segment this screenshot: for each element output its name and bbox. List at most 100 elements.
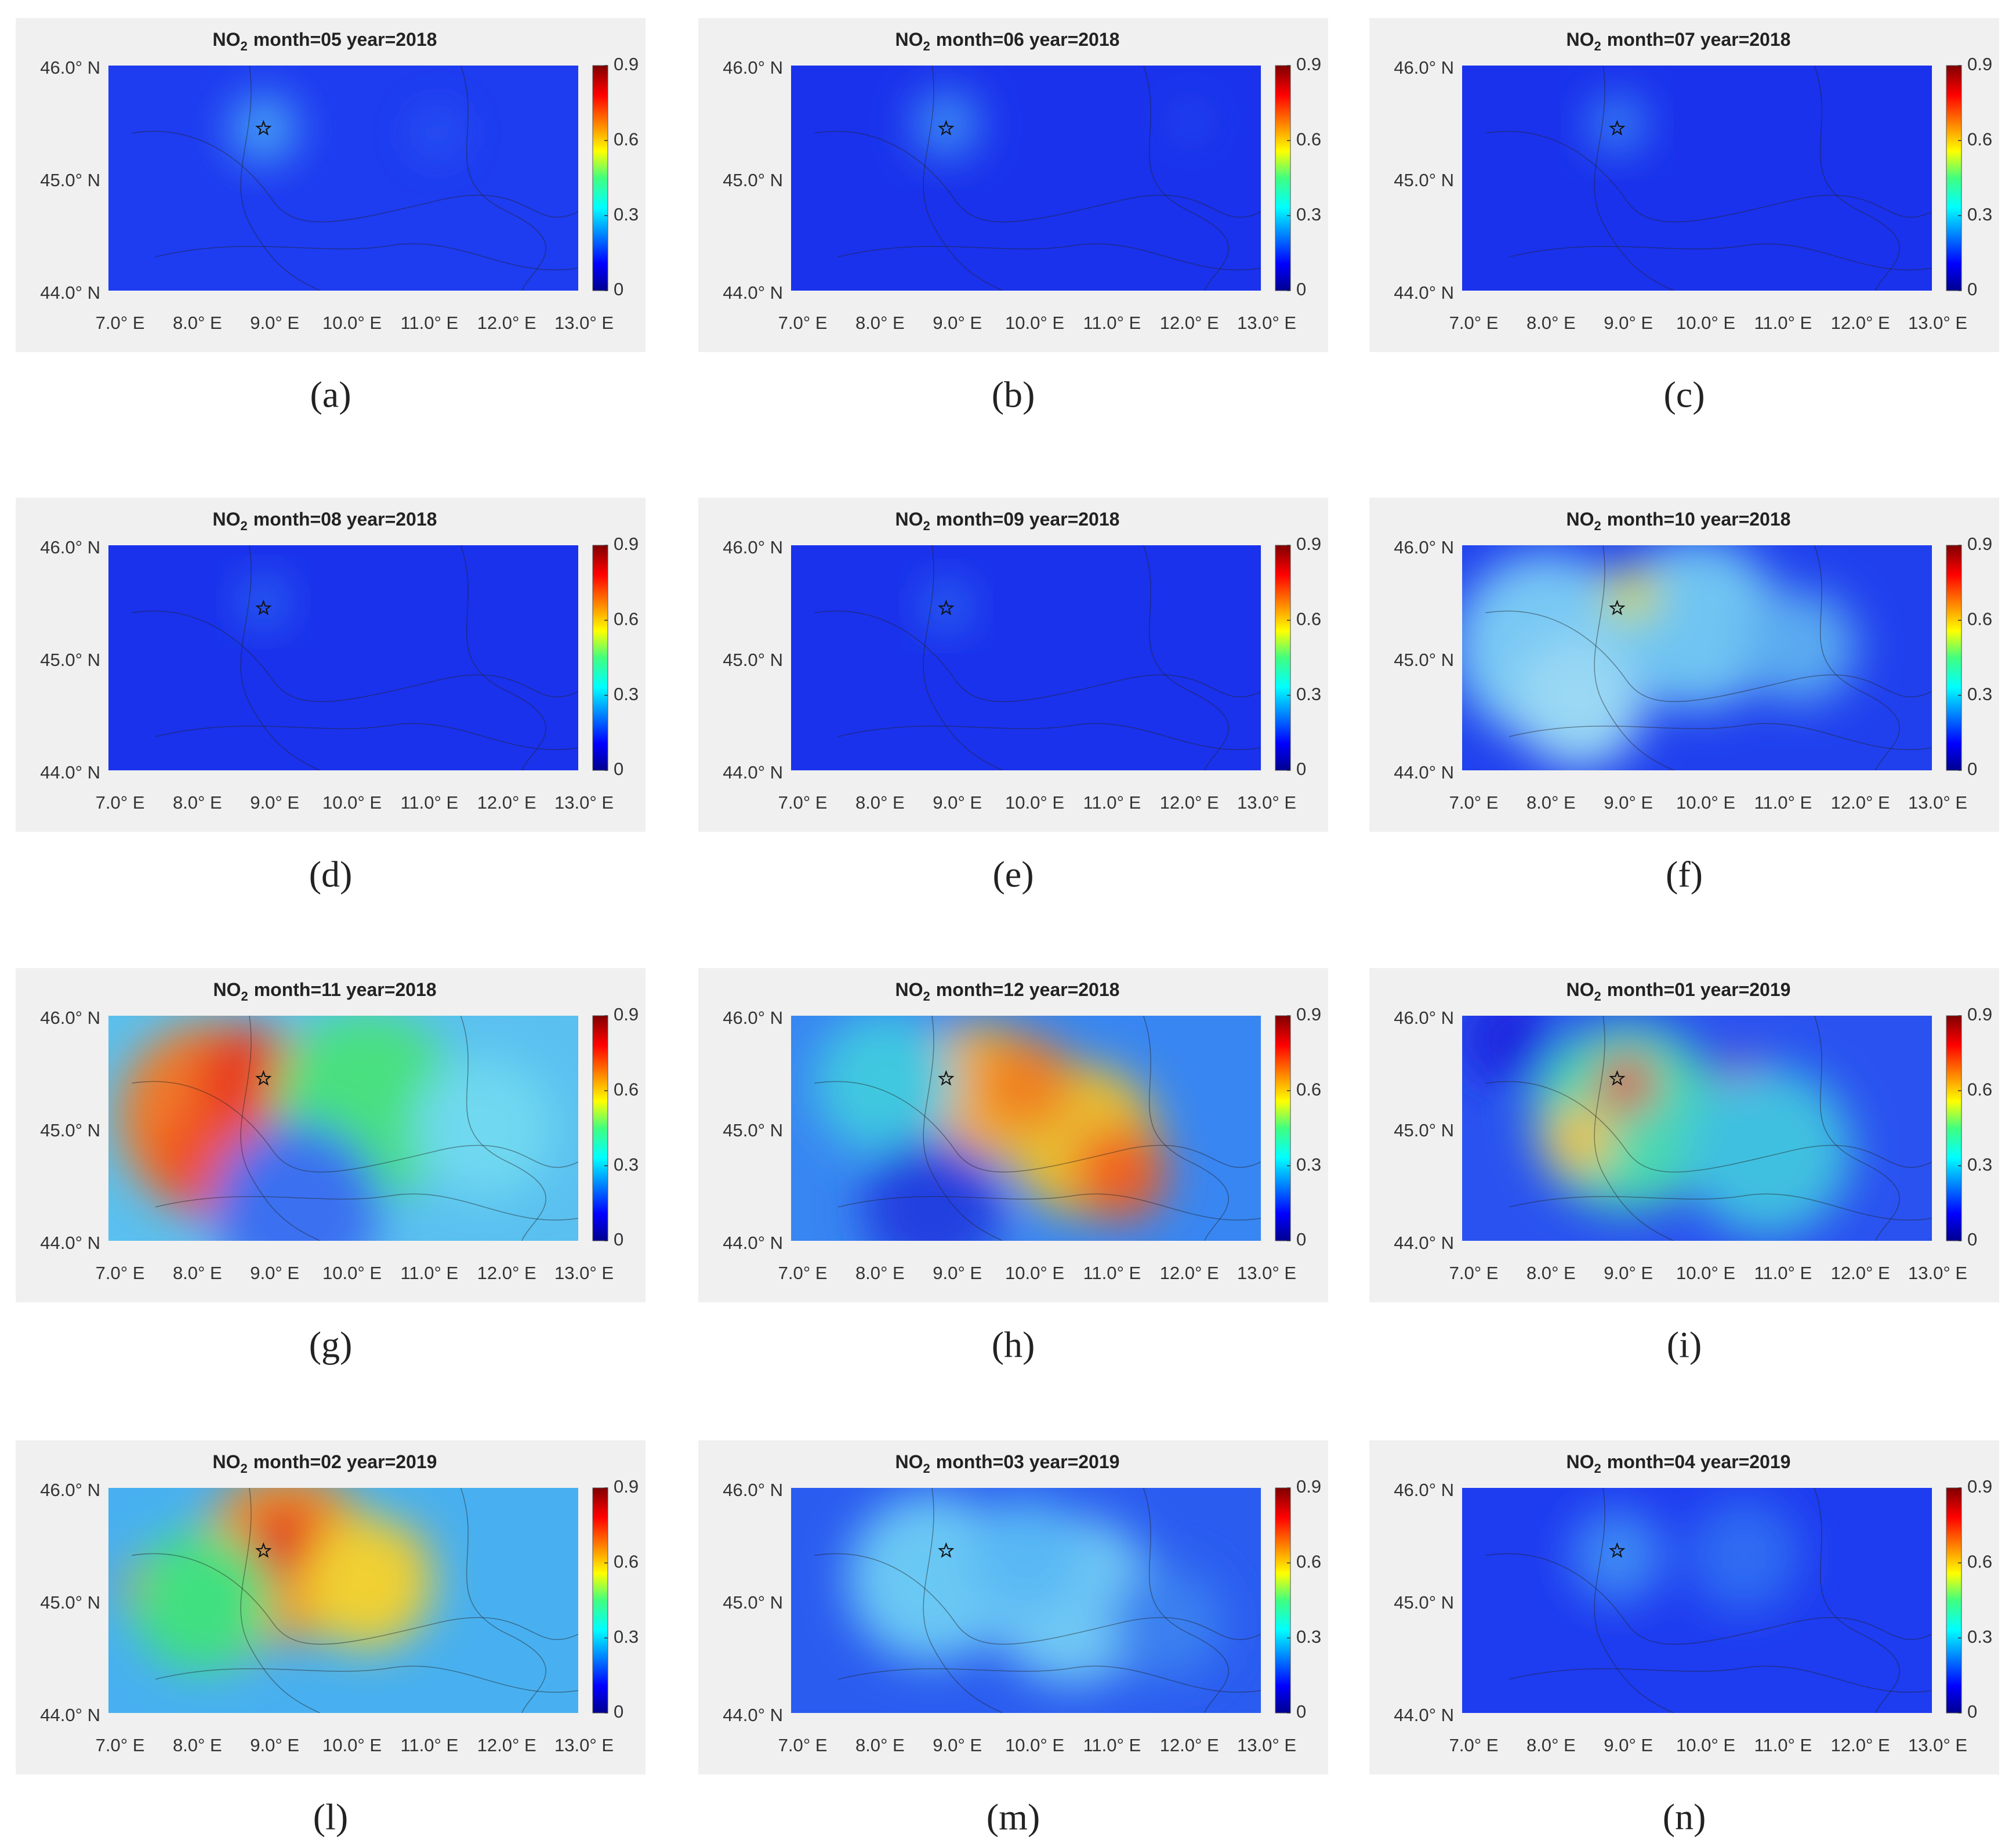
hotspots: [1462, 545, 1857, 769]
panel: NO2 month=01 year=2019 46.0° N 45.0° N 44.0°…: [1369, 968, 1999, 1365]
lat-label: 44.0° N: [1394, 762, 1454, 783]
lon-label: 7.0° E: [778, 1735, 828, 1755]
lon-label: 12.0° E: [477, 1735, 536, 1755]
lon-label: 9.0° E: [250, 1263, 299, 1283]
colorbar-tick-label: 0.6: [1296, 1552, 1321, 1572]
colorbar-tick-label: 0.6: [614, 1552, 639, 1572]
hotspot: [922, 582, 970, 630]
lon-label: 12.0° E: [1160, 1263, 1219, 1283]
map: [108, 1488, 578, 1713]
title-text: month=04 year=2019: [1607, 1451, 1791, 1472]
region-border: [1509, 243, 1932, 271]
hotspot: [1546, 1106, 1613, 1173]
region-border: [1143, 1016, 1229, 1241]
lat-label: 45.0° N: [1394, 170, 1454, 190]
lon-label: 13.0° E: [1237, 1735, 1296, 1755]
hotspot: [969, 1499, 1083, 1612]
title-subscript: 2: [1594, 989, 1601, 1004]
title-subscript: 2: [923, 39, 930, 53]
map-field: [791, 66, 1261, 291]
lon-label: 8.0° E: [1526, 792, 1576, 813]
panel: NO2 month=04 year=2019 46.0° N 45.0° N 44.0°…: [1369, 1440, 1999, 1838]
colorbar-tick-label: 0.3: [1296, 1154, 1321, 1175]
panel: NO2 month=11 year=2018 46.0° N 45.0° N 44.0°…: [16, 968, 646, 1365]
lon-label: 10.0° E: [322, 313, 382, 333]
hotspot: [1462, 1016, 1556, 1085]
hotspot: [212, 1122, 381, 1241]
lon-label: 7.0° E: [778, 1263, 828, 1283]
hotspot: [301, 1516, 433, 1649]
lat-label: 45.0° N: [723, 1120, 783, 1140]
hotspot: [979, 1036, 1073, 1131]
map: [1462, 545, 1932, 770]
title-subscript: 2: [1594, 1461, 1601, 1476]
colorbar-tick-label: 0.6: [1296, 1080, 1321, 1100]
map: [1462, 66, 1932, 291]
colorbar-tick-label: 0.6: [1967, 129, 1992, 150]
hotspot: [414, 1057, 555, 1199]
colorbar-tick-label: 0: [1296, 1229, 1306, 1249]
lat-label: 44.0° N: [40, 762, 100, 783]
colorbar-tick-label: 0.3: [614, 684, 639, 704]
hotspot: [414, 109, 461, 157]
colorbar-tick-label: 0.9: [1296, 54, 1321, 74]
lat-label: 44.0° N: [40, 282, 100, 303]
lon-label: 9.0° E: [1604, 1735, 1653, 1755]
colorbar-tick-label: 0.3: [1967, 204, 1992, 224]
lon-label: 10.0° E: [1676, 313, 1735, 333]
region-border: [1143, 66, 1229, 291]
panel: NO2 month=02 year=2019 46.0° N 45.0° N 44.0°…: [16, 1440, 646, 1838]
colorbar-tick-label: 0.6: [1967, 609, 1992, 629]
region-border: [1814, 545, 1900, 770]
hotspot: [1687, 1499, 1801, 1612]
colorbar: [1946, 545, 1962, 771]
lat-label: 44.0° N: [723, 1233, 783, 1253]
milan-marker: [938, 1070, 955, 1086]
lat-label: 46.0° N: [40, 1480, 100, 1500]
lon-label: 11.0° E: [1754, 1263, 1812, 1283]
panel: NO2 month=10 year=2018 46.0° N 45.0° N 44.0°…: [1369, 498, 1999, 895]
hotspots: [1589, 96, 1645, 153]
panel-title: NO2 month=09 year=2018: [895, 509, 1120, 533]
region-border: [1594, 1016, 1674, 1241]
milan-marker: [938, 1542, 955, 1558]
title-text: month=05 year=2018: [253, 29, 437, 50]
panel-title: NO2 month=06 year=2018: [895, 29, 1120, 53]
region-border: [460, 545, 546, 770]
lon-label: 13.0° E: [1908, 1735, 1967, 1755]
lat-label: 45.0° N: [40, 170, 100, 190]
lon-label: 12.0° E: [1160, 1735, 1219, 1755]
lon-label: 11.0° E: [1754, 313, 1812, 333]
lon-label: 8.0° E: [173, 1735, 222, 1755]
colorbar-tick-label: 0.9: [614, 1004, 639, 1024]
colorbar-tick-label: 0.9: [614, 534, 639, 554]
milan-marker: [938, 599, 955, 615]
panel: NO2 month=09 year=2018 46.0° N 45.0° N 44.0°…: [698, 498, 1328, 895]
lon-label: 13.0° E: [554, 1263, 614, 1283]
region-border: [1485, 131, 1932, 223]
title-chemical: NO: [1567, 509, 1594, 530]
map-field: [791, 545, 1261, 770]
lon-label: 9.0° E: [250, 313, 299, 333]
region-border: [132, 1081, 578, 1173]
region-border: [155, 1665, 578, 1693]
lat-label: 45.0° N: [723, 170, 783, 190]
title-text: month=10 year=2018: [1607, 509, 1791, 530]
lon-label: 12.0° E: [1831, 313, 1890, 333]
region-border: [240, 545, 320, 770]
region-border: [1509, 723, 1932, 751]
lon-label: 10.0° E: [1005, 313, 1064, 333]
region-border: [923, 66, 1003, 291]
region-border: [1814, 1016, 1900, 1241]
colorbar: [592, 1015, 608, 1241]
colorbar-tick-label: 0.3: [614, 1154, 639, 1175]
region-border: [1814, 66, 1900, 291]
hotspot: [861, 1136, 1003, 1241]
hotspots: [118, 1016, 555, 1241]
lon-label: 11.0° E: [400, 792, 458, 813]
colorbar-tick-label: 0: [1967, 1229, 1977, 1249]
lon-label: 9.0° E: [933, 792, 982, 813]
region-border: [1485, 610, 1932, 702]
region-border: [1814, 1488, 1900, 1713]
panel: NO2 month=06 year=2018 46.0° N 45.0° N 44.0°…: [698, 18, 1328, 415]
